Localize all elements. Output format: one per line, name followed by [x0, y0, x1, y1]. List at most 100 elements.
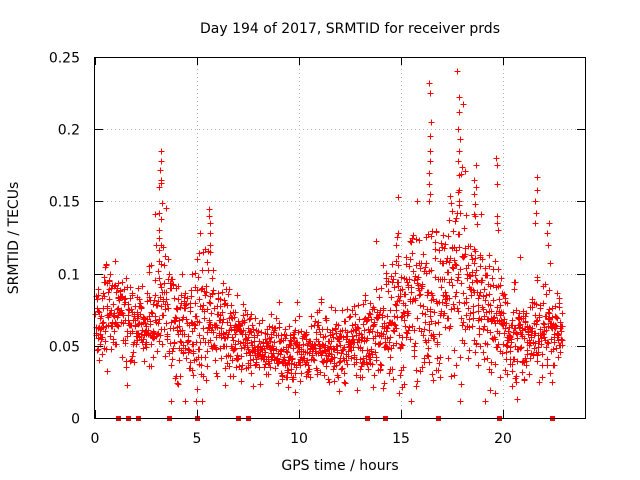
data-point: [255, 328, 262, 335]
data-point: [304, 357, 311, 364]
data-point: [373, 357, 380, 364]
data-point: [204, 329, 211, 336]
data-point: [406, 324, 413, 331]
data-point: [449, 282, 456, 289]
data-point: [322, 333, 329, 340]
data-point: [161, 280, 168, 287]
data-point: [545, 242, 552, 249]
data-point: [250, 383, 257, 390]
data-point: [156, 210, 163, 217]
data-point: [102, 328, 109, 335]
chart-title: Day 194 of 2017, SRMTID for receiver prd…: [200, 21, 500, 37]
data-point: [457, 354, 464, 361]
data-point: [443, 258, 450, 265]
data-point: [408, 239, 415, 246]
data-point: [451, 347, 458, 354]
data-point: [502, 325, 509, 332]
data-point: [533, 318, 540, 325]
data-point: [414, 378, 421, 385]
data-point: [432, 320, 439, 327]
data-point: [129, 353, 136, 360]
data-point: [550, 346, 557, 353]
data-point: [405, 310, 412, 317]
data-point: [516, 310, 523, 317]
data-point: [156, 316, 163, 323]
data-point: [427, 158, 434, 165]
data-point: [470, 315, 477, 322]
data-point: [222, 382, 229, 389]
data-point: [207, 230, 214, 237]
data-point: [148, 309, 155, 316]
data-point: [182, 290, 189, 297]
data-point: [481, 323, 488, 330]
data-point: [467, 243, 474, 250]
data-point: [232, 309, 239, 316]
data-point: [539, 351, 546, 358]
data-point: [212, 357, 219, 364]
data-point: [161, 326, 168, 333]
data-point: [488, 369, 495, 376]
data-point: [369, 361, 376, 368]
data-point: [469, 279, 476, 286]
data-point: [450, 265, 457, 272]
data-point: [321, 372, 328, 379]
data-point: [100, 290, 107, 297]
data-point: [478, 316, 485, 323]
data-point: [473, 267, 480, 274]
data-point: [409, 250, 416, 257]
data-point: [207, 337, 214, 344]
data-point: [282, 326, 289, 333]
data-point: [403, 254, 410, 261]
data-point: [390, 376, 397, 383]
data-point: [399, 342, 406, 349]
data-point: [559, 310, 566, 317]
data-point: [286, 323, 293, 330]
data-point: [239, 362, 246, 369]
data-point: [476, 325, 483, 332]
data-point: [339, 307, 346, 314]
data-point: [369, 328, 376, 335]
data-point: [544, 230, 551, 237]
data-point: [198, 362, 205, 369]
data-point: [353, 359, 360, 366]
data-point: [417, 291, 424, 298]
data-point: [202, 354, 209, 361]
data-point: [332, 326, 339, 333]
data-point: [450, 228, 457, 235]
data-point: [355, 302, 362, 309]
data-point: [184, 295, 191, 302]
data-point: [504, 300, 511, 307]
data-point: [196, 346, 203, 353]
data-point: [246, 316, 253, 323]
data-point: [554, 315, 561, 322]
data-point: [315, 319, 322, 326]
data-point: [343, 357, 350, 364]
data-point: [152, 292, 159, 299]
data-point: [445, 269, 452, 276]
data-point: [370, 384, 377, 391]
data-point: [439, 299, 446, 306]
data-point: [176, 357, 183, 364]
data-point: [114, 322, 121, 329]
data-point: [428, 267, 435, 274]
data-point: [481, 356, 488, 363]
data-point: [150, 301, 157, 308]
data-point: [415, 274, 422, 281]
data-point: [434, 339, 441, 346]
data-point: [525, 329, 532, 336]
data-point: [294, 299, 301, 306]
data-point: [482, 398, 489, 405]
data-point: [448, 200, 455, 207]
data-point: [465, 355, 472, 362]
data-point: [509, 361, 516, 368]
data-point: [431, 335, 438, 342]
data-point: [336, 388, 343, 395]
data-point: [234, 292, 241, 299]
data-point: [419, 310, 426, 317]
data-point: [277, 338, 284, 345]
data-point: [172, 318, 179, 325]
y-tick-label: 0.25: [49, 51, 80, 67]
data-point: [292, 389, 299, 396]
data-point: [500, 310, 507, 317]
data-point: [318, 299, 325, 306]
